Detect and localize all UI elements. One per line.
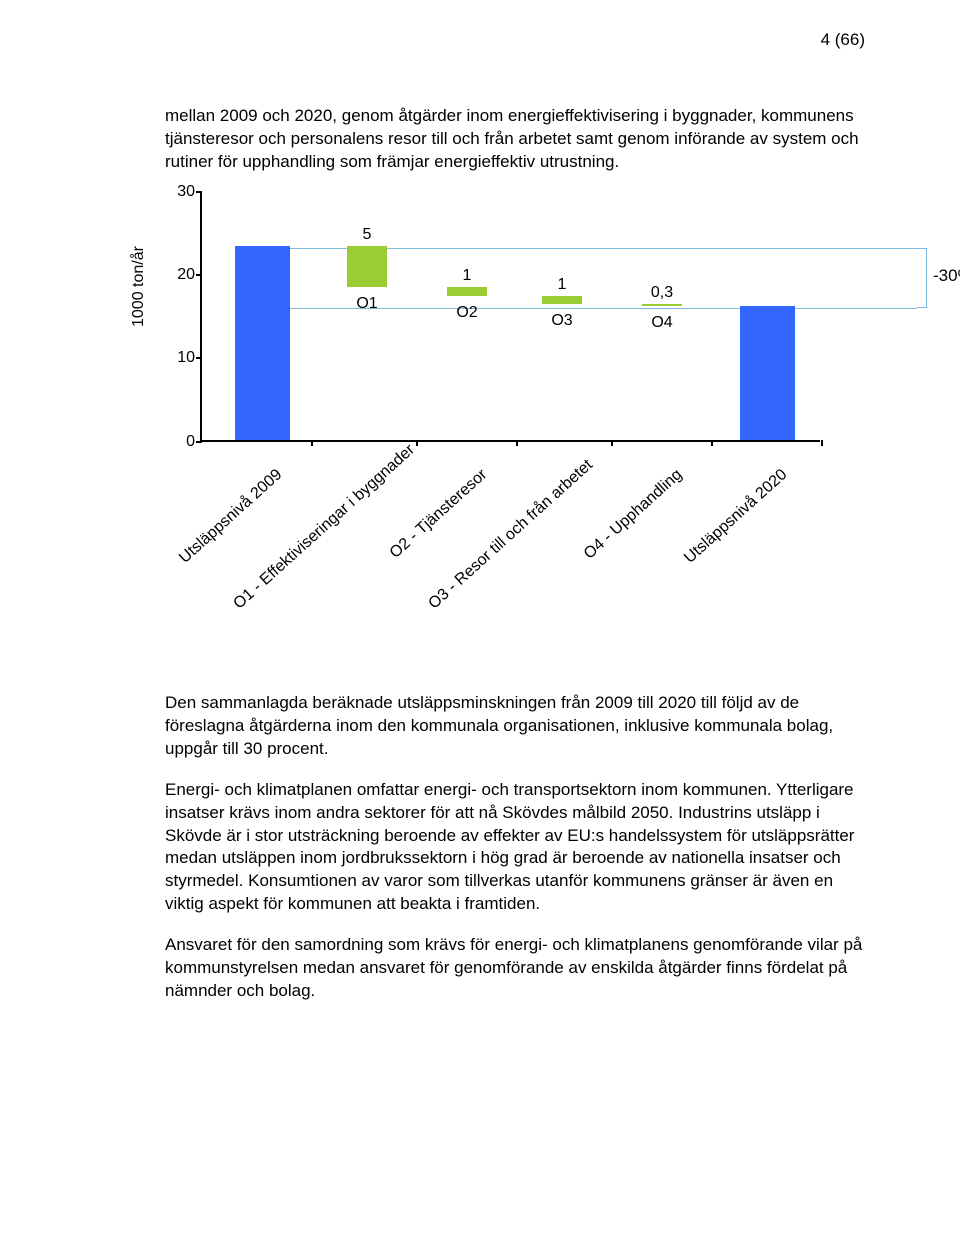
y-tick-label: 20 bbox=[167, 266, 195, 284]
bar-value-label: 1 bbox=[558, 276, 567, 294]
bar bbox=[347, 246, 387, 288]
bar-value-label: 0,3 bbox=[651, 284, 673, 302]
paragraph-3: Energi- och klimatplanen omfattar energi… bbox=[165, 779, 865, 917]
paragraph-1: mellan 2009 och 2020, genom åtgärder ino… bbox=[165, 105, 865, 174]
bar-code-label: O1 bbox=[356, 295, 377, 313]
page-number: 4 (66) bbox=[165, 30, 865, 50]
bar-value-label: 1 bbox=[463, 267, 472, 285]
bar bbox=[447, 287, 487, 295]
bar bbox=[235, 246, 290, 440]
plot-area: 0102030Utsläppsnivå 20095O1O1 - Effektiv… bbox=[200, 192, 820, 442]
y-tick-label: 30 bbox=[167, 183, 195, 201]
paragraph-4: Ansvaret för den samordning som krävs fö… bbox=[165, 934, 865, 1003]
y-axis-label: 1000 ton/år bbox=[130, 246, 148, 327]
bar-code-label: O4 bbox=[651, 314, 672, 332]
y-tick-label: 0 bbox=[167, 433, 195, 451]
bar-code-label: O3 bbox=[551, 312, 572, 330]
percent-change-label: -30% bbox=[933, 266, 960, 286]
waterfall-chart: 1000 ton/år 0102030Utsläppsnivå 20095O1O… bbox=[165, 192, 865, 632]
bar bbox=[642, 304, 682, 307]
paragraph-2: Den sammanlagda beräknade utsläppsminskn… bbox=[165, 692, 865, 761]
bar-code-label: O2 bbox=[456, 304, 477, 322]
bar bbox=[740, 306, 795, 439]
y-tick-label: 10 bbox=[167, 349, 195, 367]
bar-value-label: 5 bbox=[363, 226, 372, 244]
bar bbox=[542, 296, 582, 304]
